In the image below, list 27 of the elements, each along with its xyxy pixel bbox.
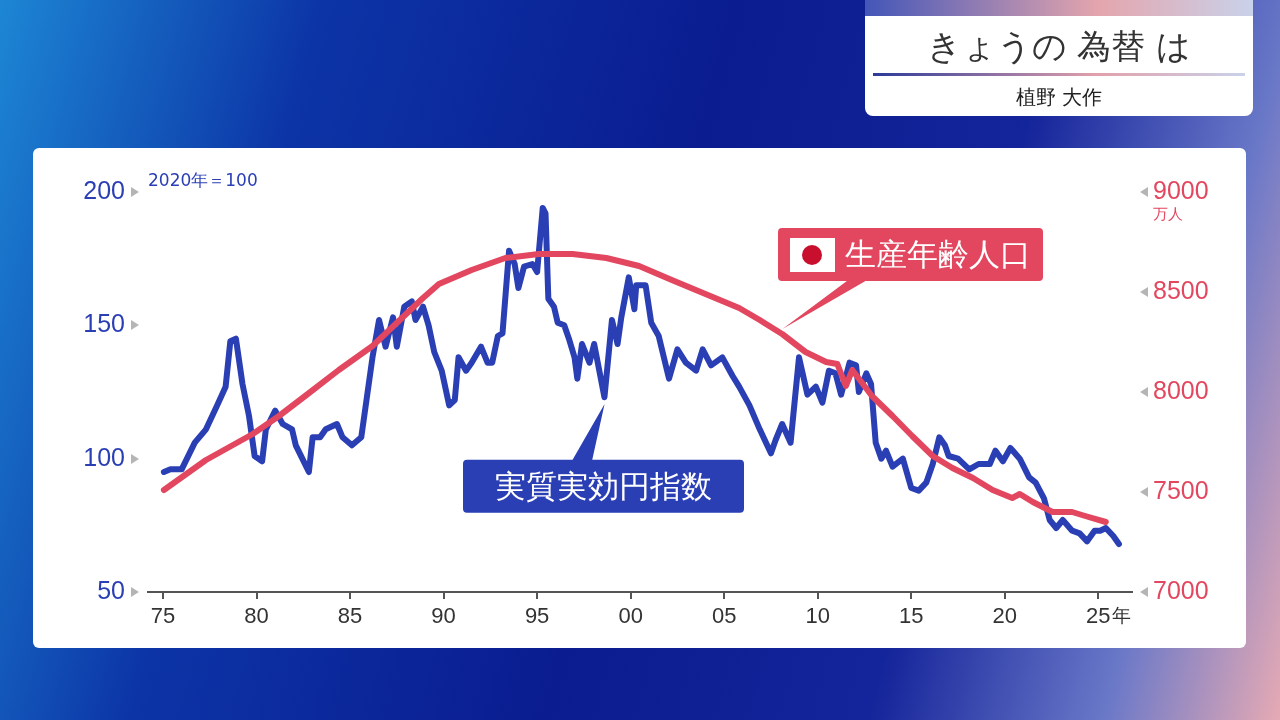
y2-tick-label: 8500 [1153, 275, 1209, 304]
x-tick-label: 15 [899, 603, 924, 629]
x-tick-label: 90 [431, 603, 456, 629]
x-tick-label: 10 [805, 603, 830, 629]
y-tick-label: 100 [83, 442, 125, 471]
y2-tick-label: 7500 [1153, 475, 1209, 504]
x-tick-label: 95 [524, 603, 550, 629]
x-tick-label: 00 [618, 603, 643, 629]
y-tick-label: 200 [83, 175, 125, 204]
x-tick-label: 20 [992, 603, 1018, 629]
x-tick-label: 80 [244, 603, 269, 629]
y-tick-label: 150 [83, 309, 125, 338]
x-tick-label: 85 [337, 603, 363, 629]
series-label: 実質実効円指数 [494, 467, 712, 506]
y2-tick-label: 7000 [1153, 575, 1209, 604]
x-tick-label: 75 [150, 603, 176, 629]
x-axis-title: 年 [1111, 603, 1131, 626]
x-tick-label: 05 [711, 603, 737, 629]
y2-axis-title: 万人 [1153, 204, 1183, 223]
y2-tick-label: 9000 [1153, 175, 1209, 204]
y2-tick-label: 8000 [1153, 375, 1209, 404]
chart-subtitle: 植野 大作 [1014, 84, 1104, 110]
y-axis-title: 2020年＝100 [148, 170, 258, 191]
x-tick-label: 25 [1086, 603, 1111, 629]
y-tick-label: 50 [97, 575, 125, 604]
chart-title: きょうの 為替 は [925, 25, 1193, 67]
text: 生産年齢人口 [844, 235, 1031, 274]
